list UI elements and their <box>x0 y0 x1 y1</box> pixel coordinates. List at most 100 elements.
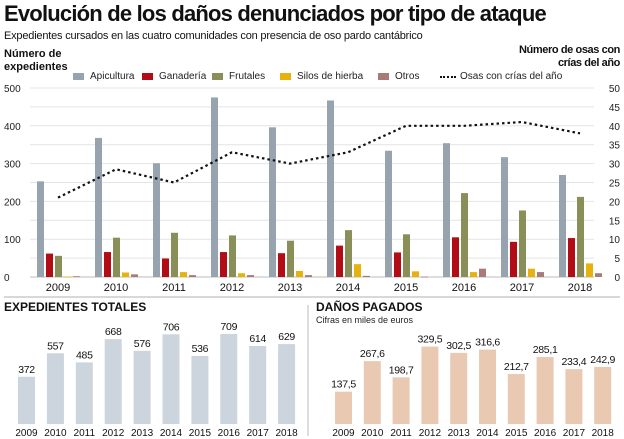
expedientes-bar <box>75 362 93 424</box>
y-axis-label-right: Número de osas con crías del año <box>519 44 620 69</box>
bar-otros <box>131 274 138 277</box>
expedientes-bar <box>133 350 151 424</box>
danos-bar <box>335 391 352 424</box>
danos-bar <box>392 377 410 424</box>
bar-apicultura <box>443 143 450 277</box>
bar-otros <box>247 275 254 277</box>
legend-swatch <box>280 73 291 80</box>
y2-tick-label: 40 <box>609 122 621 133</box>
danos-bar <box>450 352 468 424</box>
legend-item-apicultura: Apicultura <box>73 71 134 82</box>
line-osas-con-crias <box>57 120 581 199</box>
bar-apicultura <box>153 163 160 277</box>
bar-ganadería <box>220 252 227 277</box>
x-tick-label: 2012 <box>220 282 244 294</box>
page-subtitle: Expedientes cursados en las cuatro comun… <box>4 30 423 42</box>
x-tick-label: 2018 <box>568 282 592 294</box>
y2-tick-label: 5 <box>614 254 620 265</box>
danos-x-tick-label: 2014 <box>476 428 499 439</box>
expedientes-bar <box>278 344 296 424</box>
expedientes-data-label: 536 <box>192 343 209 355</box>
x-tick-label: 2015 <box>394 282 418 294</box>
expedientes-x-tick-label: 2015 <box>189 428 212 439</box>
danos-bar <box>479 349 496 424</box>
danos-x-tick-label: 2017 <box>563 428 586 439</box>
y2-tick-label: 35 <box>609 141 621 152</box>
expedientes-x-tick-label: 2011 <box>74 428 96 439</box>
danos-data-label: 285,1 <box>533 344 558 356</box>
y-tick-label: 100 <box>4 235 21 246</box>
bar-silos-de-hierba <box>528 268 535 277</box>
expedientes-bar <box>104 339 122 424</box>
expedientes-x-tick-label: 2012 <box>102 428 125 439</box>
bar-otros <box>595 273 602 277</box>
y2-tick-label: 45 <box>609 103 621 114</box>
y2-tick-label: 25 <box>609 179 621 190</box>
legend-item-osas: Osas con crías del año <box>440 71 562 82</box>
panel-subtitle-danos: Cifras en miles de euros <box>316 315 414 325</box>
y2-tick-label: 10 <box>609 235 621 246</box>
danos-data-label: 137,5 <box>331 379 356 391</box>
danos-data-label: 212,7 <box>504 361 529 373</box>
legend-item-ganaderia: Ganadería <box>142 71 206 82</box>
bar-silos-de-hierba <box>586 263 593 277</box>
bar-silos-de-hierba <box>354 264 361 277</box>
x-tick-label: 2013 <box>278 282 302 294</box>
expedientes-data-label: 485 <box>76 349 93 361</box>
expedientes-data-label: 629 <box>278 331 295 343</box>
bar-silos-de-hierba <box>64 276 71 278</box>
bar-apicultura <box>269 127 276 277</box>
danos-x-tick-label: 2013 <box>448 428 471 439</box>
y-tick-label: 0 <box>4 273 10 284</box>
legend-label: Silos de hierba <box>297 71 364 82</box>
expedientes-x-tick-label: 2014 <box>160 428 183 439</box>
expedientes-data-label: 557 <box>47 340 64 352</box>
bar-apicultura <box>211 97 218 277</box>
legend-dotted-line <box>440 75 456 78</box>
danos-bar <box>421 346 439 424</box>
legend-label: Osas con crías del año <box>460 71 563 82</box>
x-tick-label: 2017 <box>510 282 534 294</box>
bar-otros <box>479 268 486 277</box>
x-tick-label: 2009 <box>46 282 70 294</box>
y2-tick-label: 30 <box>609 160 621 171</box>
bar-silos-de-hierba <box>238 273 245 277</box>
danos-x-tick-label: 2015 <box>505 428 528 439</box>
bar-frutales <box>171 232 178 277</box>
x-tick-label: 2014 <box>336 282 360 294</box>
expedientes-x-tick-label: 2018 <box>275 428 298 439</box>
legend-swatch <box>142 73 153 80</box>
x-tick-label: 2016 <box>452 282 476 294</box>
y-tick-label: 400 <box>4 122 21 133</box>
bar-ganadería <box>162 258 169 277</box>
bar-frutales <box>55 255 62 277</box>
panel-title-danos: DAÑOS PAGADOS <box>316 300 423 314</box>
legend-label: Otros <box>395 71 420 82</box>
bar-frutales <box>229 235 236 277</box>
bar-apicultura <box>95 137 102 277</box>
danos-x-tick-label: 2009 <box>332 428 355 439</box>
legend-swatch <box>73 73 84 80</box>
danos-data-label: 329,5 <box>418 334 443 346</box>
legend-swatch <box>212 73 223 80</box>
expedientes-x-tick-label: 2017 <box>247 428 270 439</box>
bar-otros <box>363 275 370 277</box>
danos-x-tick-label: 2012 <box>419 428 442 439</box>
bar-otros <box>73 276 80 278</box>
bar-apicultura <box>559 174 566 277</box>
y-tick-label: 500 <box>4 84 21 95</box>
danos-bar <box>565 369 583 424</box>
bar-otros <box>421 276 428 278</box>
bar-ganadería <box>46 253 53 277</box>
expedientes-bar <box>162 334 180 424</box>
bar-ganadería <box>278 253 285 277</box>
expedientes-data-label: 668 <box>105 326 122 338</box>
expedientes-data-label: 576 <box>134 338 151 350</box>
panel-title-expedientes: EXPEDIENTES TOTALES <box>4 300 147 314</box>
bar-apicultura <box>501 157 508 277</box>
expedientes-bar <box>18 376 35 424</box>
bar-ganadería <box>394 252 401 277</box>
bar-silos-de-hierba <box>180 272 187 277</box>
expedientes-data-label: 372 <box>18 364 35 376</box>
